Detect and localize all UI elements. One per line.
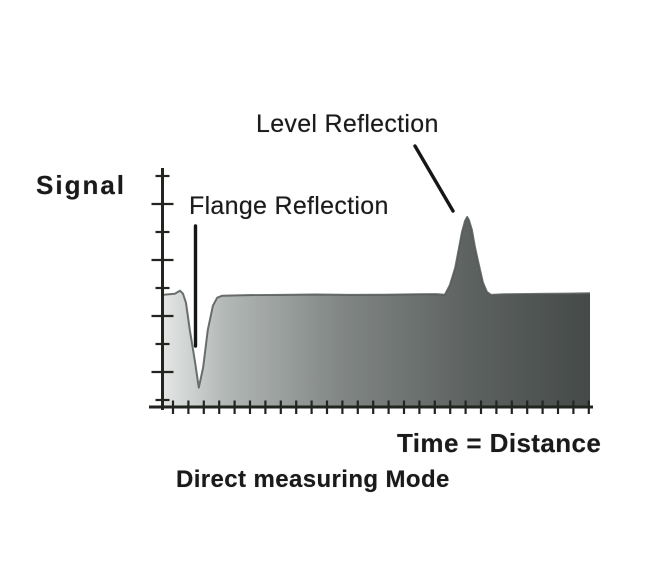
signal-area-fill [162,217,590,407]
caption-label: Direct measuring Mode [176,466,450,493]
level-reflection-label: Level Reflection [256,110,439,138]
y-axis-label: Signal [36,170,127,200]
signal-curve [161,216,591,389]
level-leader-line [413,144,455,213]
flange-reflection-label: Flange Reflection [189,192,389,220]
x-axis-label: Time = Distance [397,428,602,458]
